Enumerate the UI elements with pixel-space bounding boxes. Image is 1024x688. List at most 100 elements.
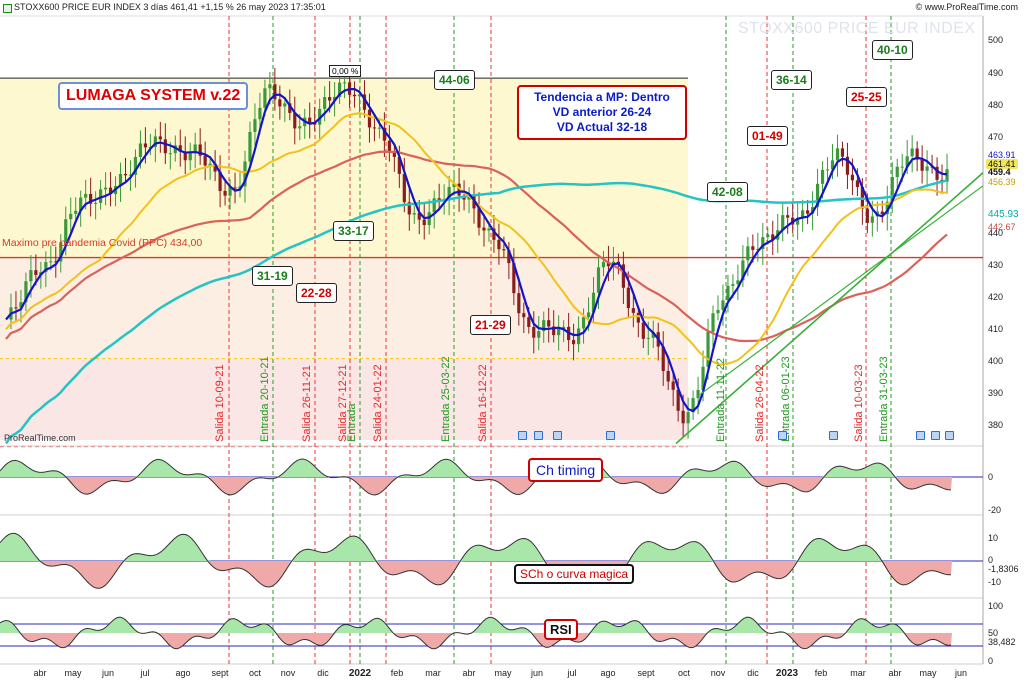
sch-curva-negative — [0, 561, 952, 589]
candle-body — [397, 156, 401, 174]
candle-body — [482, 227, 486, 231]
candle-body — [716, 309, 720, 314]
candle-body — [691, 398, 695, 413]
y-tick-380: 380 — [988, 420, 1004, 430]
signal-label-entrada-11-11-22: Entrada 11-11-22 — [715, 358, 727, 442]
candle-body — [402, 173, 406, 203]
candle-body — [263, 88, 267, 108]
signal-label-entrada-06-01-23: Entrada 06-01-23 — [780, 356, 792, 442]
candle-body — [372, 127, 377, 129]
candle-body — [342, 82, 347, 84]
x-label-oct: oct — [248, 668, 262, 678]
previous-vd-line: VD anterior 26-24 — [552, 105, 652, 119]
candle-body — [138, 143, 143, 158]
candle-body — [288, 103, 292, 113]
ch-tick-minus20: -20 — [988, 505, 1002, 515]
event-marker-icon[interactable] — [916, 431, 925, 440]
event-marker-icon[interactable] — [534, 431, 543, 440]
candle-body — [586, 312, 591, 318]
sch-curva-magica-label: SCh o curva magica — [514, 564, 635, 584]
x-label-2023: 2023 — [775, 668, 799, 679]
sch-current-value: -1,8306 — [988, 564, 1019, 574]
y-tick-400: 400 — [988, 356, 1004, 366]
candle-body — [387, 140, 391, 153]
candle-body — [532, 326, 536, 338]
y-tick-390: 390 — [988, 388, 1004, 398]
candle-body — [542, 320, 546, 332]
candle-body — [601, 261, 606, 268]
candle-body — [143, 143, 148, 148]
x-label-mar: mar — [850, 668, 866, 678]
candle-body — [472, 196, 476, 209]
candle-body — [646, 337, 650, 339]
y-tick-420: 420 — [988, 292, 1004, 302]
trend-line: Tendencia a MP: Dentro — [534, 90, 670, 104]
candle-body — [278, 99, 282, 107]
candle-body — [173, 145, 177, 154]
candle-body — [850, 174, 855, 181]
candle-body — [880, 211, 884, 215]
candle-body — [576, 328, 581, 345]
sch-tick-0: 0 — [988, 555, 994, 565]
x-label-feb: feb — [390, 668, 404, 678]
candle-body — [328, 97, 332, 101]
candle-body — [208, 163, 212, 166]
candle-body — [253, 119, 257, 132]
tag-33-17: 33-17 — [333, 221, 374, 241]
signal-label-salida-24-01-22: Salida 24-01-22 — [372, 364, 384, 442]
y-tick-440: 440 — [988, 228, 1004, 238]
candle-body — [815, 183, 820, 208]
candle-body — [258, 107, 262, 120]
candle-body — [522, 313, 526, 318]
candle-body — [54, 261, 58, 263]
event-marker-icon[interactable] — [829, 431, 838, 440]
candle-body — [935, 166, 939, 180]
candle-body — [825, 169, 830, 171]
uptrend-line-1 — [675, 172, 984, 445]
event-marker-icon[interactable] — [778, 431, 787, 440]
candle-body — [487, 228, 491, 231]
rsi-line — [0, 616, 952, 650]
candle-body — [686, 412, 690, 424]
rsi-positive — [0, 617, 952, 633]
candle-body — [591, 292, 596, 313]
y-tick-480: 480 — [988, 100, 1004, 110]
candle-body — [557, 328, 561, 336]
candle-body — [945, 169, 949, 182]
candle-body — [552, 326, 556, 336]
zone-pink — [0, 358, 688, 440]
event-marker-icon[interactable] — [931, 431, 940, 440]
candle-body — [547, 320, 551, 327]
tag-44-06: 44-06 — [434, 70, 475, 90]
candle-body — [671, 381, 675, 390]
candle-body — [721, 300, 725, 310]
event-marker-icon[interactable] — [553, 431, 562, 440]
x-label-abr: abr — [33, 668, 47, 678]
event-marker-icon[interactable] — [606, 431, 615, 440]
y-tick-500: 500 — [988, 35, 1004, 45]
candle-body — [69, 213, 73, 220]
candle-body — [293, 112, 297, 129]
x-label-may: may — [494, 668, 512, 678]
signal-label-salida-26-04-22: Salida 26-04-22 — [754, 364, 766, 442]
event-marker-icon[interactable] — [945, 431, 954, 440]
candle-body — [581, 317, 586, 329]
candle-body — [711, 313, 715, 332]
max-prepandemic-label: Maximo pre pandemia Covid (PPC) 434,00 — [2, 237, 203, 249]
candle-body — [412, 213, 416, 215]
signal-label-entrada: Entrada — [346, 403, 358, 442]
candle-body — [666, 370, 670, 382]
candle-body — [796, 217, 800, 225]
event-marker-icon[interactable] — [518, 431, 527, 440]
candle-body — [661, 346, 665, 371]
candle-body — [308, 117, 312, 123]
candle-body — [771, 234, 775, 240]
sch-curva-line — [0, 532, 952, 589]
candle-body — [59, 242, 63, 262]
candle-body — [243, 161, 247, 187]
candle-body — [382, 127, 386, 141]
candle-body — [562, 326, 566, 329]
rsi-tick-50: 50 — [988, 628, 999, 638]
candle-body — [756, 248, 760, 250]
source-label[interactable]: © www.ProRealTime.com — [915, 2, 1018, 12]
